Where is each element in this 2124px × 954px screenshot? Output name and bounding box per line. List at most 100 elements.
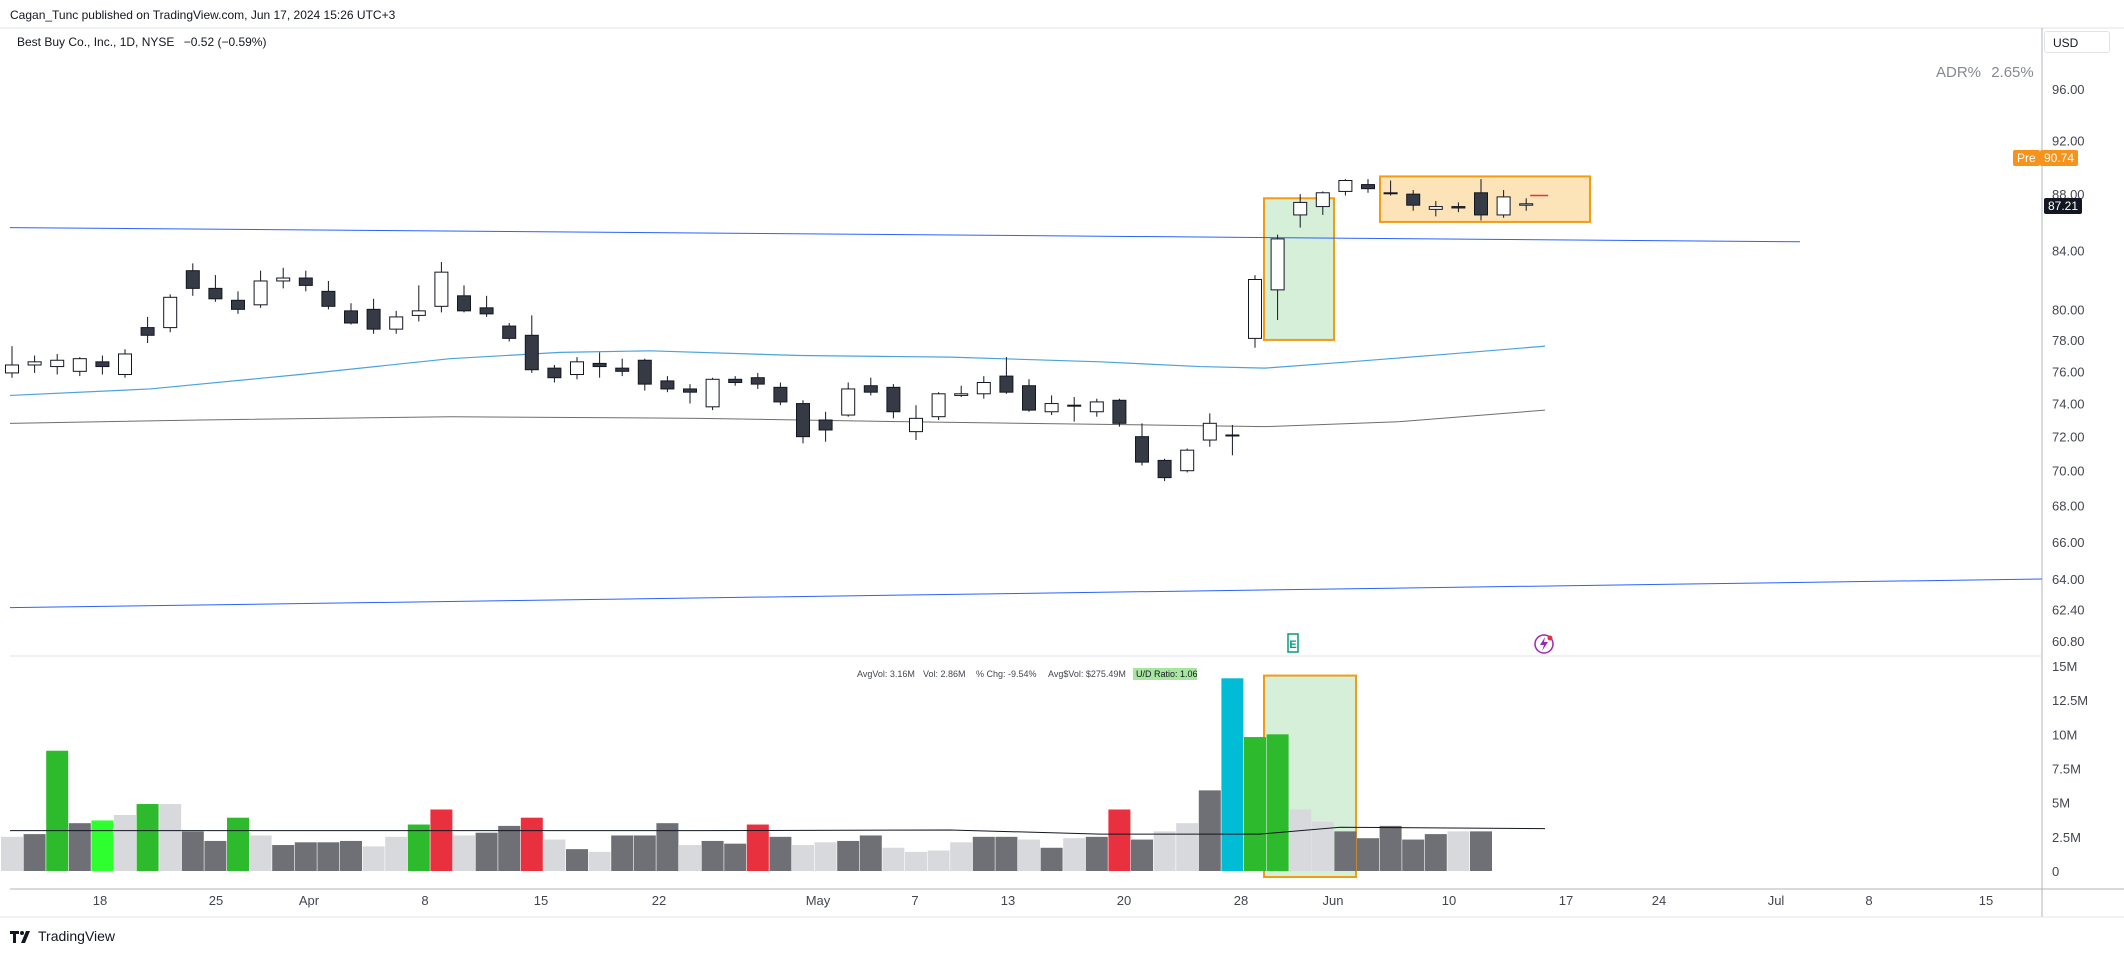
moving-average-blue-line bbox=[9, 345, 1546, 397]
volume-bar bbox=[46, 750, 69, 871]
time-tick-label: Apr bbox=[299, 893, 320, 908]
time-tick-label: Jul bbox=[1768, 893, 1785, 908]
candle-body bbox=[411, 310, 426, 316]
candle-body bbox=[5, 364, 19, 374]
symbol-name[interactable]: Best Buy Co., Inc., 1D, NYSE bbox=[17, 35, 175, 49]
candle-body bbox=[1428, 206, 1443, 210]
candle-body bbox=[1315, 192, 1330, 208]
candle-body bbox=[954, 393, 969, 396]
candle-body bbox=[502, 325, 517, 339]
volume-bar bbox=[1040, 847, 1063, 871]
volume-bar bbox=[769, 836, 792, 871]
volume-bar bbox=[837, 840, 860, 871]
time-tick-label: 15 bbox=[1979, 893, 1993, 908]
pre-market-price-tag: 90.74 bbox=[2040, 150, 2079, 166]
candle-body bbox=[524, 334, 539, 371]
lower-trendline bbox=[9, 578, 2043, 609]
candle-body bbox=[909, 417, 923, 433]
candle-body bbox=[1067, 404, 1082, 407]
volume-tick-label: 2.5M bbox=[2052, 830, 2081, 845]
volume-bar bbox=[385, 836, 408, 871]
volume-bar bbox=[1311, 821, 1334, 871]
adr-value: 2.65% bbox=[1991, 64, 2034, 81]
candle-body bbox=[457, 295, 471, 312]
price-tick-label: 70.00 bbox=[2052, 464, 2085, 479]
volume-bar bbox=[724, 843, 747, 871]
volume-bar bbox=[1334, 831, 1357, 871]
time-tick-label: 17 bbox=[1559, 893, 1573, 908]
volume-bar bbox=[633, 835, 656, 871]
volume-bar bbox=[882, 847, 905, 871]
candle-body bbox=[683, 388, 697, 393]
candle-body bbox=[434, 271, 449, 307]
candle-body bbox=[637, 359, 652, 385]
candle-body bbox=[1406, 193, 1421, 206]
candle-body bbox=[1519, 203, 1534, 206]
price-tick-label: 68.00 bbox=[2052, 499, 2085, 514]
volume-bar bbox=[294, 842, 317, 871]
adr-label: ADR% bbox=[1936, 64, 1982, 81]
price-tick-label: 96.00 bbox=[2052, 82, 2085, 97]
currency-button[interactable]: USD bbox=[2044, 31, 2110, 53]
volume-bar bbox=[407, 824, 430, 871]
volume-bar bbox=[1289, 809, 1312, 871]
candle-body bbox=[50, 359, 65, 368]
candle-body bbox=[1293, 201, 1308, 216]
volume-bar bbox=[814, 842, 837, 871]
volume-bar bbox=[927, 850, 950, 871]
volume-bar bbox=[249, 835, 272, 871]
volume-bar bbox=[1063, 838, 1086, 871]
tradingview-logo-icon bbox=[10, 930, 32, 943]
volume-bar bbox=[1221, 678, 1244, 871]
candle-body bbox=[547, 367, 562, 379]
volume-bar bbox=[1424, 834, 1447, 871]
volume-bar bbox=[430, 809, 453, 871]
volume-bar bbox=[611, 835, 634, 871]
pre-market-label-tag: Pre bbox=[2013, 150, 2040, 166]
volume-average-line bbox=[10, 826, 1546, 835]
volume-bar bbox=[453, 835, 475, 871]
volume-bar bbox=[679, 845, 701, 871]
time-tick-label: 24 bbox=[1652, 893, 1666, 908]
candle-body bbox=[1451, 206, 1466, 209]
tradingview-brand[interactable]: TradingView bbox=[10, 928, 115, 944]
candle-body bbox=[863, 385, 878, 393]
candle-body bbox=[389, 316, 404, 330]
volume-bar bbox=[136, 804, 159, 871]
volume-tick-label: 12.5M bbox=[2052, 693, 2088, 708]
time-tick-label: 28 bbox=[1234, 893, 1248, 908]
volume-bar bbox=[181, 831, 204, 871]
candle-body bbox=[366, 308, 381, 330]
candle-body bbox=[344, 310, 358, 324]
time-tick-label: 18 bbox=[93, 893, 107, 908]
volume-bar bbox=[792, 845, 814, 871]
volume-bar bbox=[1402, 839, 1425, 871]
candle-body bbox=[185, 270, 200, 289]
candle-body bbox=[1361, 184, 1375, 190]
publisher-line: Cagan_Tunc published on TradingView.com,… bbox=[10, 8, 396, 22]
candle-body bbox=[728, 378, 743, 384]
price-tick-label: 78.00 bbox=[2052, 333, 2085, 348]
volume-bar bbox=[1357, 838, 1379, 871]
candle-body bbox=[750, 377, 765, 385]
volume-bar bbox=[1131, 839, 1153, 871]
adr-indicator: ADR% 2.65% bbox=[1936, 64, 2034, 81]
candle-body bbox=[95, 361, 110, 368]
time-tick-label: May bbox=[806, 893, 831, 908]
candle-body bbox=[1135, 436, 1149, 463]
candle-body bbox=[796, 403, 810, 438]
candle-body bbox=[660, 380, 675, 390]
volume-bar bbox=[159, 804, 182, 871]
moving-average-gray-line bbox=[9, 409, 1546, 428]
ud-ratio-text: U/D Ratio: 1.06 bbox=[1136, 669, 1198, 679]
volume-bar bbox=[1244, 737, 1266, 871]
volume-bar bbox=[588, 851, 611, 871]
volume-bar bbox=[1447, 831, 1470, 871]
volume-bar bbox=[23, 834, 46, 871]
time-tick-label: 8 bbox=[421, 893, 428, 908]
time-tick-label: 25 bbox=[209, 893, 223, 908]
candle-body bbox=[1225, 434, 1240, 437]
candle-body bbox=[818, 419, 833, 431]
volume-bar bbox=[1266, 734, 1289, 871]
